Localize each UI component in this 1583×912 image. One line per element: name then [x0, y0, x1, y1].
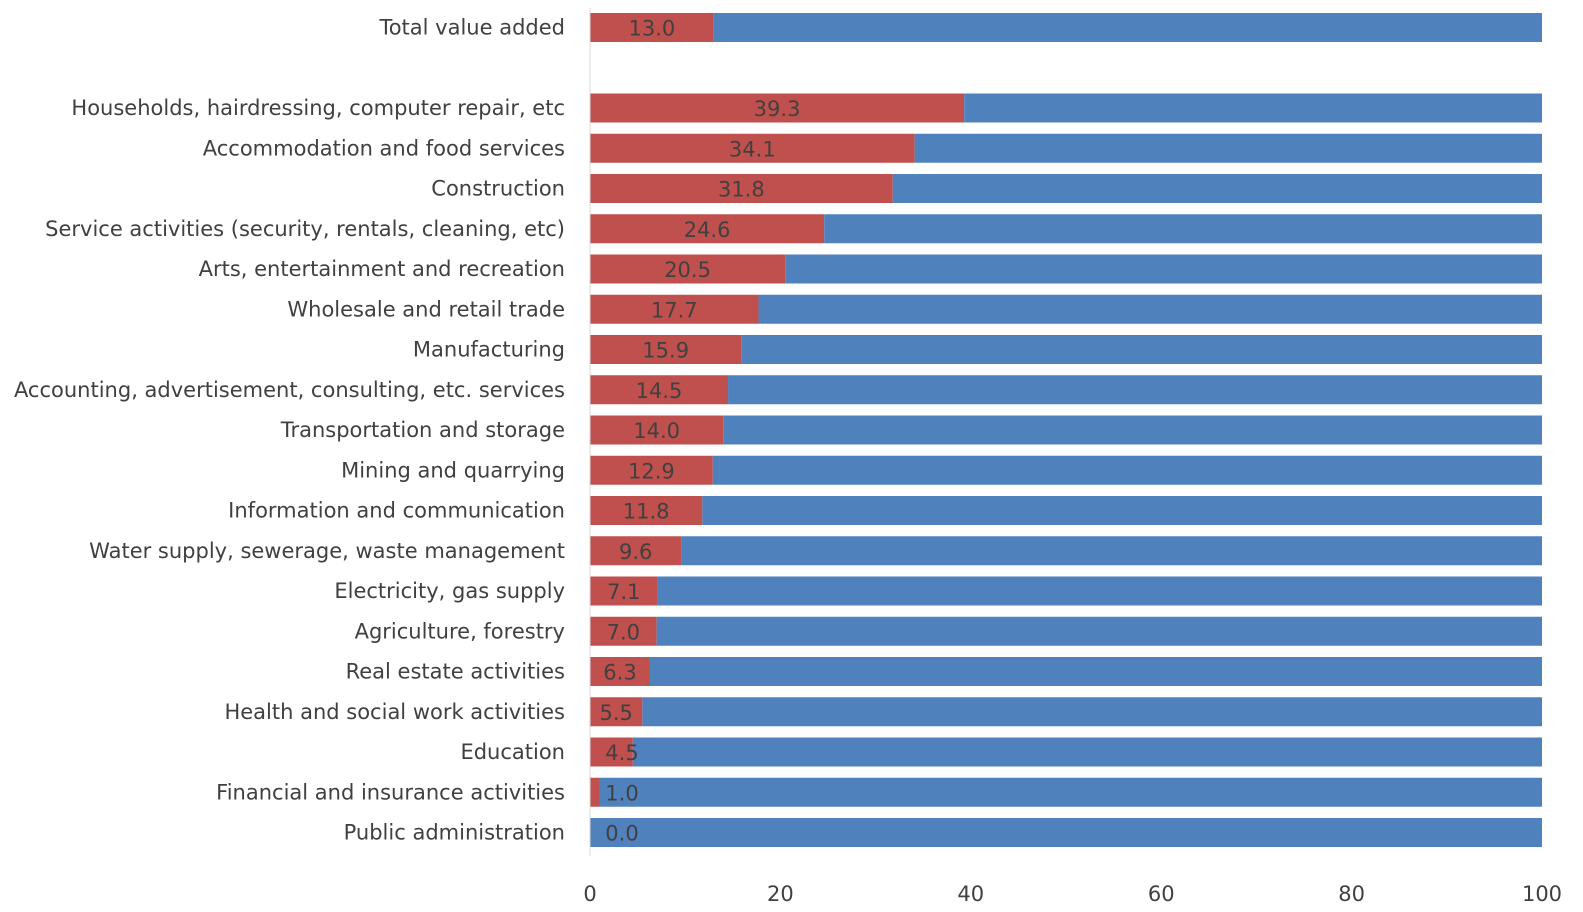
bar-segment-series-2	[964, 93, 1542, 123]
data-label: 14.0	[633, 419, 680, 443]
data-label: 31.8	[718, 178, 765, 202]
category-label: Transportation and storage	[280, 418, 565, 442]
data-label: 5.5	[599, 701, 632, 725]
bar-segment-series-1	[590, 415, 724, 445]
bar-segment-series-1	[590, 214, 825, 244]
bar-segment-series-2	[681, 536, 1542, 566]
data-label: 7.1	[607, 580, 640, 604]
bar-segment-series-2	[702, 496, 1542, 525]
category-labels: Total value added Households, hairdressin…	[14, 16, 565, 845]
data-label: 4.5	[605, 741, 638, 765]
category-label: Manufacturing	[413, 338, 565, 362]
data-label: 9.6	[619, 540, 652, 564]
bar-segment-series-1	[590, 455, 713, 485]
bar-segment-series-1	[590, 13, 714, 42]
data-label: 24.6	[684, 218, 731, 242]
x-tick-label: 80	[1338, 882, 1365, 906]
bar-segment-series-1	[590, 375, 729, 405]
data-labels: 13.0 39.3 34.1 31.8 24.6 20.5 17.7 15.9 14.5 14.0…	[599, 17, 800, 846]
category-label: Public administration	[344, 821, 565, 845]
data-label: 39.3	[754, 97, 801, 121]
data-label: 6.3	[603, 661, 636, 685]
category-label: Water supply, sewerage, waste management	[89, 539, 565, 563]
bar-segment-series-2	[657, 576, 1542, 606]
bar-segment-series-2	[723, 415, 1542, 445]
category-label: Education	[460, 740, 565, 764]
category-label: Electricity, gas supply	[334, 579, 565, 603]
category-label: Service activities (security, rentals, c…	[45, 217, 565, 241]
category-label: Agriculture, forestry	[355, 619, 565, 643]
category-label: Real estate activities	[346, 660, 565, 684]
bar-segment-series-2	[914, 133, 1542, 163]
bar-segment-series-1	[590, 93, 965, 123]
category-label: Wholesale and retail trade	[287, 297, 565, 321]
data-label: 13.0	[628, 17, 675, 41]
x-tick-label: 20	[767, 882, 794, 906]
bar-segment-series-2	[728, 375, 1542, 405]
x-tick-label: 0	[583, 882, 596, 906]
data-label: 11.8	[623, 500, 670, 524]
bar-segment-series-1	[590, 657, 650, 686]
category-label: Construction	[431, 177, 565, 201]
data-label: 17.7	[651, 298, 698, 322]
data-label: 14.5	[636, 379, 683, 403]
bar-segment-series-2	[656, 616, 1542, 646]
data-label: 15.9	[642, 339, 689, 363]
data-label: 12.9	[628, 459, 675, 483]
bar-segment-series-2	[758, 294, 1542, 324]
bar-segment-series-2	[642, 697, 1542, 727]
data-label: 0.0	[605, 822, 638, 846]
category-label: Information and communication	[228, 499, 565, 523]
bar-segment-series-1	[590, 576, 658, 606]
bar-segment-series-2	[785, 254, 1542, 284]
bar-segment-series-1	[590, 294, 759, 324]
bar-segment-series-1	[590, 335, 742, 364]
x-axis-ticks: 0 20 40 60 80 100	[583, 882, 1562, 906]
data-label: 34.1	[729, 137, 776, 161]
bar-segment-series-1	[590, 254, 786, 284]
bar-segment-series-2	[632, 737, 1542, 767]
category-label: Financial and insurance activities	[216, 780, 565, 804]
bar-segment-series-2	[892, 174, 1542, 203]
bar-segment-series-1	[590, 133, 915, 163]
bar-segment-series-2	[713, 13, 1542, 42]
data-label: 7.0	[607, 620, 640, 644]
bar-segment-series-2	[599, 777, 1542, 807]
category-label: Mining and quarrying	[341, 458, 565, 482]
category-label: Households, hairdressing, computer repai…	[71, 96, 565, 120]
bar-segment-series-2	[741, 335, 1542, 364]
data-label: 1.0	[605, 781, 638, 805]
bar-segment-series-1	[590, 496, 703, 525]
data-label: 20.5	[664, 258, 711, 282]
bar-segment-series-2	[712, 455, 1542, 485]
bar-segment-series-2	[649, 657, 1542, 686]
bar-segment-series-2	[590, 818, 1542, 847]
category-label: Accounting, advertisement, consulting, e…	[14, 378, 565, 402]
x-tick-label: 40	[957, 882, 984, 906]
category-label: Arts, entertainment and recreation	[199, 257, 565, 281]
category-label: Health and social work activities	[224, 700, 565, 724]
bars-layer	[590, 13, 1542, 847]
category-label: Accommodation and food services	[203, 136, 565, 160]
bar-segment-series-1	[590, 174, 893, 203]
x-tick-label: 100	[1522, 882, 1562, 906]
category-label: Total value added	[378, 16, 565, 40]
bar-segment-series-1	[590, 616, 657, 646]
bar-segment-series-2	[824, 214, 1542, 244]
bar-segment-series-1	[590, 697, 643, 727]
bar-segment-series-1	[590, 777, 600, 807]
bar-segment-series-1	[590, 536, 682, 566]
x-tick-label: 60	[1148, 882, 1175, 906]
bar-segment-series-1	[590, 737, 633, 767]
